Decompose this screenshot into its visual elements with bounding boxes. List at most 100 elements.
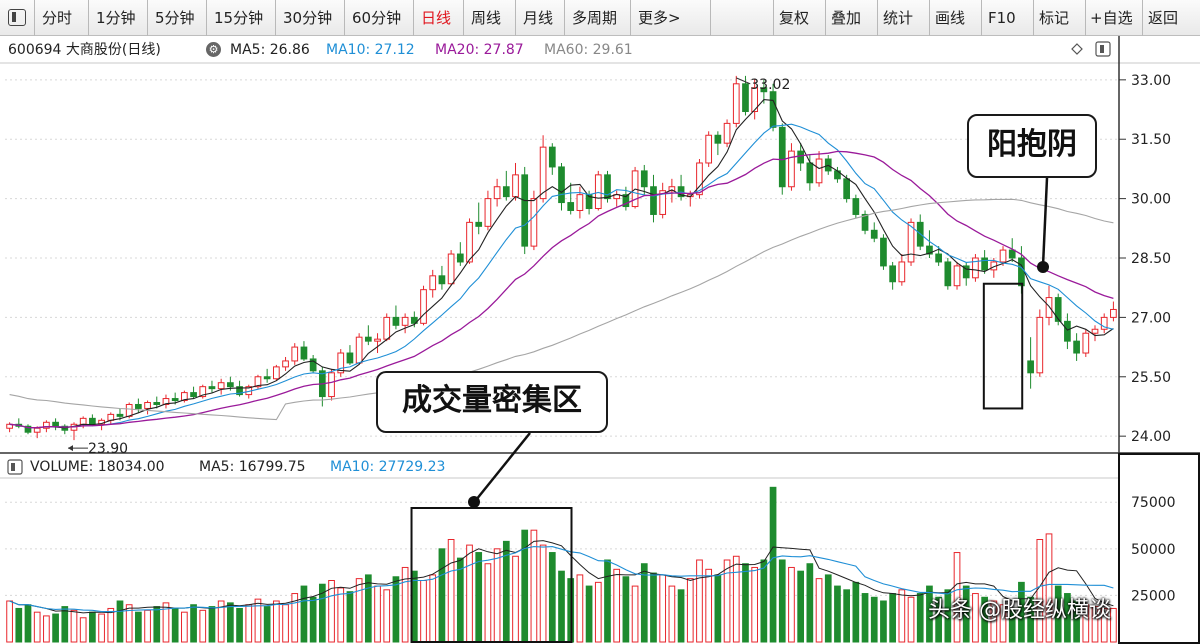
volume-axis-frame xyxy=(1118,453,1200,644)
candle-body xyxy=(659,190,667,215)
volume-bar xyxy=(447,539,455,643)
tab-multi-period[interactable]: 多周期 xyxy=(572,9,618,27)
candle-body xyxy=(43,421,50,429)
volume-bar xyxy=(1082,604,1090,643)
candle-body xyxy=(530,198,538,247)
toolbar-divider xyxy=(463,0,464,36)
volume-bar xyxy=(171,607,179,643)
volume-bar xyxy=(843,589,851,643)
toolbar-divider xyxy=(413,0,414,36)
volume-bar xyxy=(907,596,915,643)
volume-bar xyxy=(70,609,78,643)
volume-bar xyxy=(438,548,446,643)
volume-bar xyxy=(420,580,427,643)
volume-bar xyxy=(889,593,896,643)
volume-bar xyxy=(916,593,924,643)
high-marker-line xyxy=(736,77,751,85)
candle-body xyxy=(374,338,381,342)
candle-body xyxy=(438,275,446,285)
toolbar-divider xyxy=(147,0,148,36)
candle-body xyxy=(898,261,906,283)
candle-body xyxy=(1082,332,1090,354)
candle-body xyxy=(33,427,41,433)
volume-bar xyxy=(337,587,345,643)
volume-tick-label: 75000 xyxy=(1131,495,1176,511)
tab-monthly[interactable]: 月线 xyxy=(523,9,554,27)
tab-5min[interactable]: 5分钟 xyxy=(155,9,195,27)
volume-bar xyxy=(374,585,381,643)
volume-bar xyxy=(576,574,584,643)
volume-bar xyxy=(190,604,197,643)
volume-bar xyxy=(732,555,740,643)
adjust-button[interactable]: 复权 xyxy=(779,9,810,27)
f10-button[interactable]: F10 xyxy=(988,9,1016,27)
volume-panel-icon xyxy=(7,459,23,475)
candle-body xyxy=(705,134,713,164)
volume-bar xyxy=(1036,539,1044,643)
volume-tick-label: 25000 xyxy=(1131,588,1176,604)
candle-body xyxy=(751,87,759,113)
volume-bar xyxy=(806,563,814,643)
candle-body xyxy=(346,352,354,364)
mark-button[interactable]: 标记 xyxy=(1039,9,1070,27)
volume-bar xyxy=(852,581,860,643)
tab-intraday[interactable]: 分时 xyxy=(42,9,73,27)
tab-weekly[interactable]: 周线 xyxy=(471,9,502,27)
volume-bar xyxy=(962,585,970,643)
candle-body xyxy=(190,392,197,398)
candle-body xyxy=(89,417,96,425)
candle-body xyxy=(309,358,317,372)
ma60-readout: MA60: 29.61 xyxy=(544,42,633,58)
volume-bar xyxy=(1073,600,1080,643)
volume-bar xyxy=(429,574,437,643)
stock-title: 600694 大商股份(日线) xyxy=(8,42,161,58)
volume-bar xyxy=(484,563,492,643)
tab-daily[interactable]: 日线 xyxy=(421,9,452,27)
panel-toggle-icon[interactable] xyxy=(8,9,26,26)
candle-body xyxy=(383,316,391,340)
volume-bar xyxy=(466,544,473,643)
toolbar-divider xyxy=(515,0,516,36)
volume-bar xyxy=(1100,607,1108,643)
candle-body xyxy=(742,83,749,113)
indicator-settings-icon[interactable]: ⚙ xyxy=(206,42,221,57)
toolbar-divider xyxy=(877,0,878,36)
candle-body xyxy=(217,382,225,390)
volume-bar xyxy=(760,559,768,643)
back-button[interactable]: 返回 xyxy=(1148,9,1179,27)
bullish-callout-dot xyxy=(1037,261,1049,273)
candle-body xyxy=(576,194,584,211)
candle-body xyxy=(1091,328,1099,334)
volume-bar xyxy=(43,615,50,643)
volume-bar xyxy=(1064,593,1071,643)
statistics-button[interactable]: 统计 xyxy=(883,9,914,27)
tab-15min[interactable]: 15分钟 xyxy=(214,9,264,27)
candle-body xyxy=(52,421,59,427)
tab-1min[interactable]: 1分钟 xyxy=(96,9,136,27)
add-watchlist-button[interactable]: +自选 xyxy=(1090,9,1133,27)
candle-body xyxy=(456,253,464,263)
toolbar-divider xyxy=(981,0,982,36)
tab-60min[interactable]: 60分钟 xyxy=(352,9,402,27)
overlay-button[interactable]: 叠加 xyxy=(831,9,862,27)
volume-bar xyxy=(181,611,188,643)
candle-body xyxy=(493,186,501,200)
candle-body xyxy=(880,237,887,267)
volume-bar xyxy=(355,578,363,643)
volume-bar xyxy=(659,574,667,643)
volume-bar xyxy=(778,559,786,643)
tab-30min[interactable]: 30分钟 xyxy=(283,9,333,27)
ma5-line xyxy=(9,99,1114,429)
diamond-icon xyxy=(1071,43,1083,55)
low-marker-arrow xyxy=(67,445,73,452)
toolbar-divider xyxy=(88,0,89,36)
volume-bar xyxy=(714,574,722,643)
candle-body xyxy=(962,265,970,279)
volume-bar xyxy=(24,604,32,643)
price-tick-label: 24.00 xyxy=(1131,429,1171,445)
candle-body xyxy=(668,186,676,192)
draw-line-button[interactable]: 画线 xyxy=(935,9,966,27)
tab-more[interactable]: 更多> xyxy=(638,9,681,27)
volume-bar xyxy=(861,593,869,643)
candle-body xyxy=(144,402,151,409)
